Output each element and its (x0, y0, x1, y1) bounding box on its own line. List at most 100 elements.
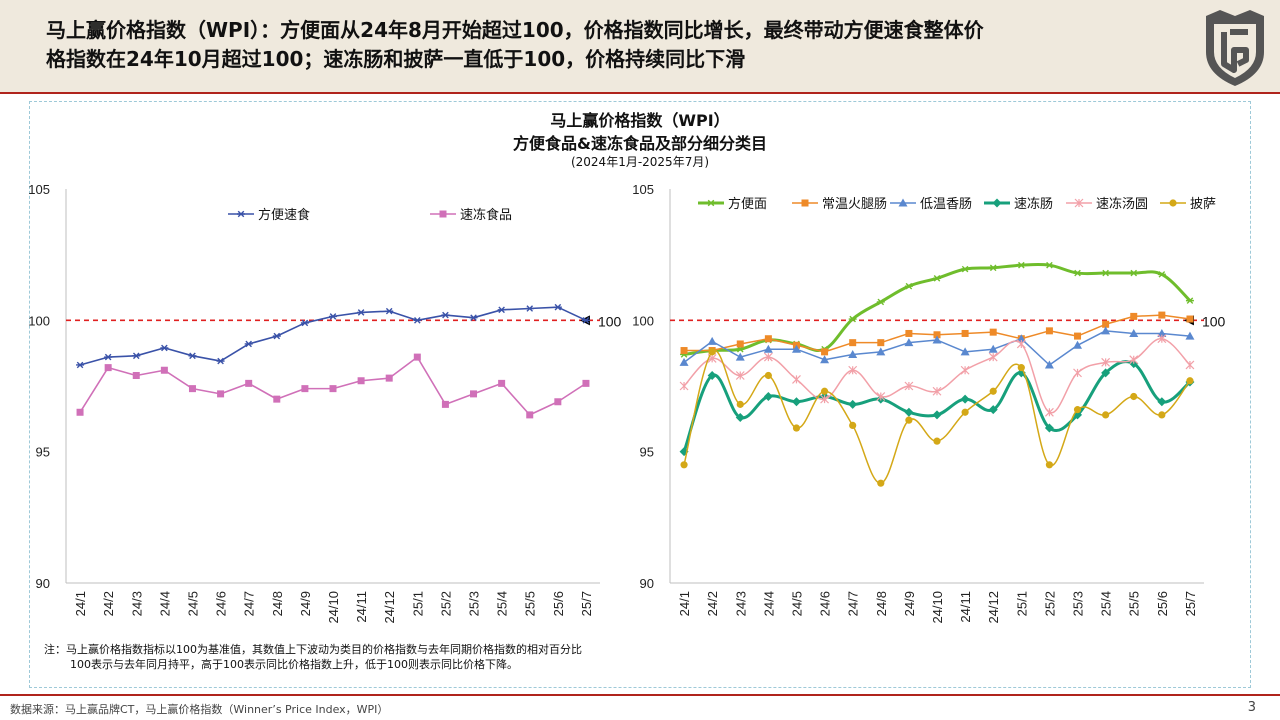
data-point (904, 381, 914, 391)
data-point (301, 385, 309, 393)
data-point (1157, 328, 1167, 337)
data-point (1073, 340, 1083, 349)
data-point (932, 410, 942, 420)
data-point (735, 413, 745, 423)
data-point (581, 317, 590, 324)
data-point (1186, 315, 1194, 323)
data-point (960, 365, 970, 375)
data-point (272, 332, 281, 340)
data-point (988, 344, 998, 353)
data-point (470, 390, 478, 398)
x-tick-label: 25/1 (1014, 591, 1029, 616)
data-point (904, 407, 914, 417)
data-point (132, 371, 140, 379)
legend-marker-circle (1169, 199, 1177, 207)
data-point (820, 387, 829, 395)
chart-title: 马上赢价格指数（WPI） (550, 111, 730, 130)
data-point (932, 335, 942, 344)
data-point (1016, 339, 1026, 349)
data-point (961, 329, 969, 337)
x-tick-label: 24/9 (298, 591, 313, 616)
data-point (960, 394, 970, 404)
data-point (273, 395, 281, 403)
data-point (791, 397, 801, 407)
data-point (132, 352, 141, 360)
footer-rule (0, 694, 1280, 696)
data-point (848, 365, 858, 375)
data-point (792, 424, 801, 432)
y-tick-label: 105 (632, 182, 654, 197)
legend-marker-star (707, 199, 715, 207)
data-point (877, 479, 885, 487)
data-source: 数据来源：马上赢品牌CT，马上赢价格指数（Winner’s Price Inde… (10, 703, 389, 716)
data-point (848, 315, 857, 323)
data-point (848, 399, 858, 409)
data-point (1157, 334, 1167, 344)
x-tick-label: 25/5 (523, 591, 538, 616)
x-tick-label: 25/7 (579, 591, 594, 616)
x-tick-label: 24/4 (157, 591, 172, 616)
data-point (525, 305, 534, 312)
data-point (357, 309, 366, 316)
data-point (1101, 326, 1111, 335)
data-point (498, 379, 506, 387)
data-point (188, 352, 197, 360)
data-point (582, 379, 590, 387)
data-point (1129, 269, 1138, 277)
x-tick-label: 24/5 (789, 591, 804, 616)
data-point (385, 374, 393, 382)
data-point (820, 394, 830, 404)
data-point (385, 307, 394, 315)
chart-subtitle: 方便食品&速冻食品及部分细分类目 (513, 134, 767, 153)
x-tick-label: 24/8 (270, 591, 285, 616)
data-point (933, 331, 941, 339)
data-point (736, 340, 744, 348)
x-tick-label: 24/8 (874, 591, 889, 616)
data-point (989, 264, 998, 272)
data-point (160, 344, 169, 352)
x-tick-label: 25/5 (1127, 591, 1142, 616)
legend-marker-star (237, 210, 245, 218)
data-point (1016, 334, 1026, 343)
data-point (76, 408, 84, 416)
x-tick-label: 25/3 (1071, 591, 1086, 616)
brand-shield-logo (1206, 10, 1264, 86)
legend-label: 常温火腿肠 (822, 197, 887, 212)
data-point (988, 352, 998, 362)
data-point (300, 319, 309, 327)
x-tick-label: 24/2 (101, 591, 116, 616)
series-方便速食 (76, 303, 590, 369)
legend-item: 方便面 (698, 196, 767, 212)
series-常温火腿肠 (680, 311, 1194, 356)
x-tick-label: 24/6 (214, 591, 229, 616)
legend-label: 速冻汤圆 (1096, 196, 1148, 212)
legend-label: 速冻肠 (1014, 196, 1053, 212)
data-point (763, 392, 773, 402)
data-point (680, 347, 688, 355)
data-point (1185, 331, 1195, 340)
data-point (960, 347, 970, 356)
x-tick-label: 25/2 (1042, 591, 1057, 616)
data-point (553, 303, 562, 311)
data-point (1045, 461, 1054, 469)
data-point (820, 355, 830, 364)
data-point (1101, 269, 1110, 277)
data-point (707, 336, 717, 345)
legend-item: 低温香肠 (890, 197, 972, 212)
data-point (989, 328, 997, 336)
x-tick-label: 24/1 (677, 591, 692, 616)
data-point (764, 335, 772, 343)
data-point (679, 357, 689, 366)
data-point (216, 357, 225, 365)
data-point (1044, 360, 1054, 369)
x-tick-label: 24/3 (129, 591, 144, 616)
data-point (1102, 411, 1110, 419)
legend-label: 披萨 (1190, 197, 1216, 212)
data-point (554, 398, 562, 406)
data-point (1101, 368, 1111, 378)
data-point (1185, 360, 1195, 370)
data-point (735, 352, 745, 361)
data-point (526, 411, 534, 419)
